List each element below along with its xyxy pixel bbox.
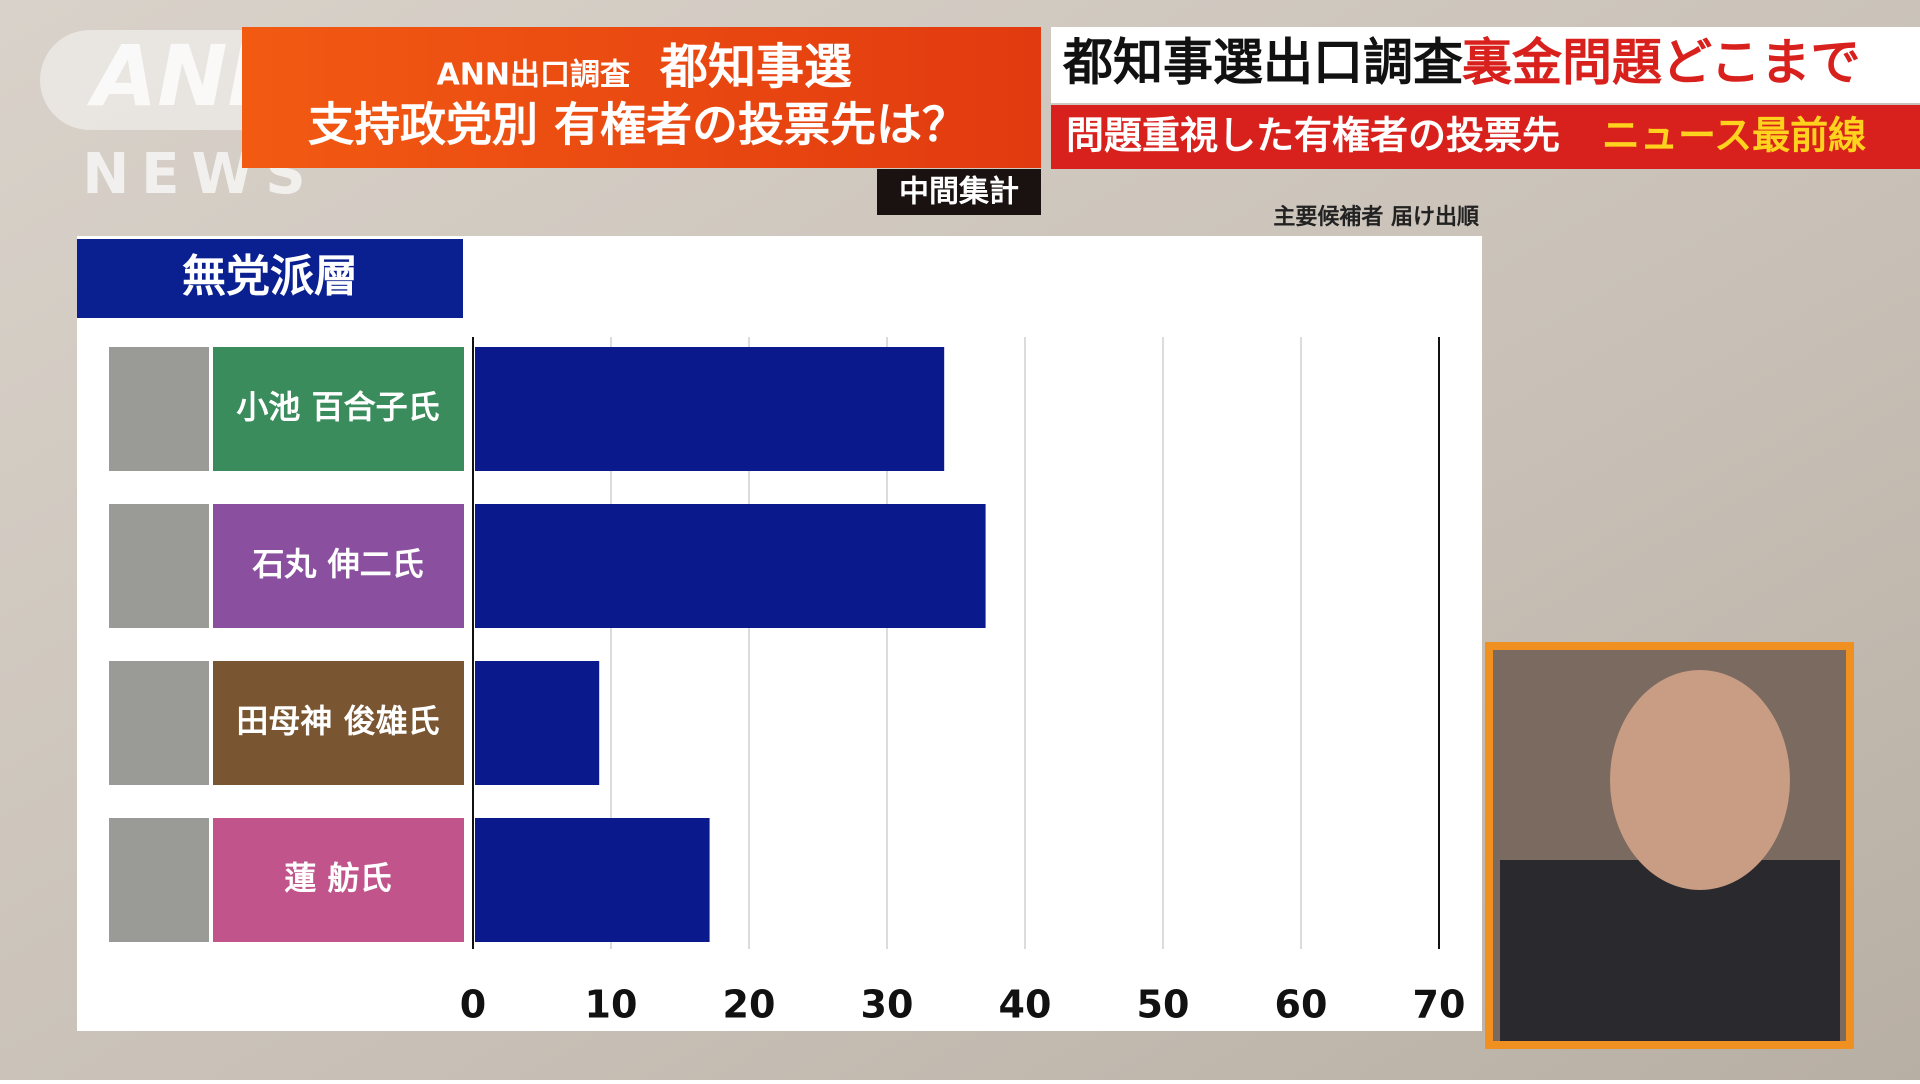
x-tick-label: 40 [999, 983, 1052, 1027]
sub-text: 問題重視した有権者の投票先 [1066, 114, 1560, 158]
sub-banner [1051, 105, 1920, 169]
category-box [213, 818, 464, 942]
interim-label: 中間集計 [899, 175, 1019, 210]
x-tick-label: 30 [861, 983, 914, 1027]
headline: 支持政党別 有権者の投票先は？ [308, 98, 968, 152]
chart-title: 無党派層 [182, 251, 358, 302]
x-tick-label: 20 [723, 983, 776, 1027]
headline-big: 都知事選 [659, 39, 852, 95]
sub-text: ニュース最前線 [1602, 114, 1866, 158]
inset-person [1500, 860, 1840, 1041]
category-box [213, 504, 464, 628]
candidate-photo [109, 818, 209, 942]
candidate-photo [109, 661, 209, 785]
headline-small: ANN出口調査 [437, 58, 630, 93]
chart-title-tab [77, 239, 463, 318]
interim-box [877, 169, 1041, 215]
x-tick-label: 50 [1137, 983, 1190, 1027]
bar [475, 504, 986, 628]
bar [475, 818, 710, 942]
category-label: 小池 百合子氏 [236, 388, 439, 426]
x-tick-label: 10 [585, 983, 638, 1027]
bar [475, 347, 945, 471]
inset-person [1610, 670, 1790, 890]
topic-banner [1051, 27, 1920, 103]
candidate-photo [109, 504, 209, 628]
category-box [213, 661, 464, 785]
chart-note: 主要候補者 届け出順 [1273, 204, 1480, 230]
category-label: 石丸 伸二氏 [251, 545, 423, 583]
x-tick-label: 0 [460, 983, 486, 1027]
x-tick-label: 60 [1275, 983, 1328, 1027]
headline-banner [242, 27, 1041, 168]
candidate-photo [109, 347, 209, 471]
category-label: 田母神 俊雄氏 [236, 702, 439, 740]
topic-text: 裏金問題どこまで [1462, 34, 1861, 92]
topic-text: 都知事選出口調査 [1062, 34, 1463, 92]
x-tick-label: 70 [1413, 983, 1466, 1027]
bar [475, 661, 600, 785]
category-label: 蓮 舫氏 [284, 859, 391, 897]
category-box [213, 347, 464, 471]
